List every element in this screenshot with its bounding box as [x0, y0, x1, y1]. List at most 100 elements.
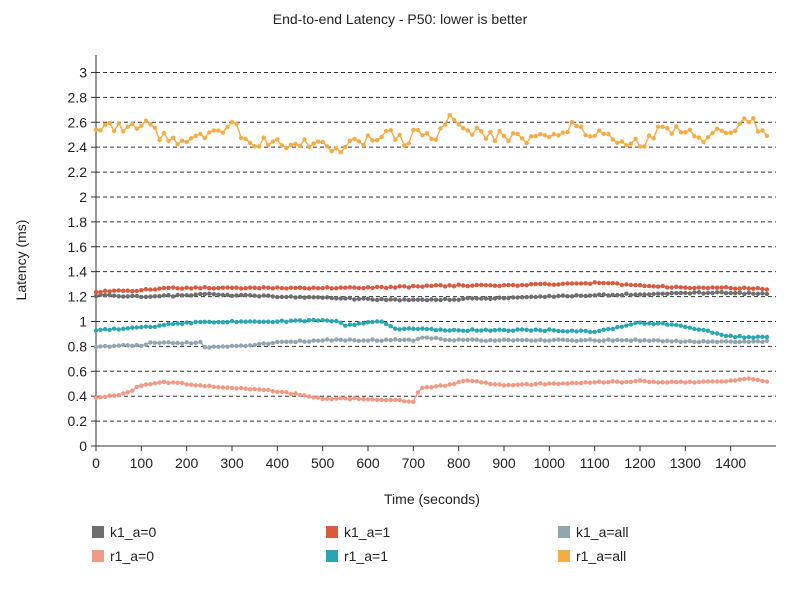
- data-point: [692, 339, 697, 344]
- data-point: [411, 297, 416, 302]
- data-point: [166, 138, 171, 144]
- data-point: [515, 131, 520, 137]
- data-point: [755, 339, 761, 344]
- data-point: [238, 343, 244, 348]
- data-point: [742, 335, 747, 340]
- data-point: [619, 139, 625, 144]
- data-point: [170, 321, 176, 327]
- data-point: [560, 281, 566, 286]
- data-point: [733, 286, 738, 291]
- legend-swatch: [92, 550, 104, 562]
- data-point: [674, 284, 679, 289]
- data-point: [719, 128, 724, 133]
- data-point: [116, 288, 121, 293]
- data-point: [633, 283, 638, 288]
- data-point: [302, 319, 307, 324]
- data-point: [193, 292, 198, 297]
- data-point: [98, 395, 103, 400]
- data-point: [674, 338, 679, 343]
- data-point: [746, 119, 751, 125]
- data-point: [234, 319, 239, 325]
- data-point: [569, 328, 575, 333]
- data-point: [284, 294, 289, 300]
- data-point: [329, 319, 334, 324]
- data-point: [692, 290, 697, 295]
- data-point: [266, 319, 271, 324]
- data-point: [424, 326, 430, 332]
- data-point: [615, 325, 620, 330]
- data-point: [234, 386, 239, 391]
- data-point: [270, 286, 275, 291]
- x-tick-label: 1000: [534, 455, 565, 471]
- data-point: [529, 382, 534, 388]
- data-point: [628, 379, 634, 384]
- data-point: [601, 292, 606, 297]
- series-r1_a=0: [93, 376, 770, 404]
- data-point: [515, 337, 520, 342]
- data-point: [320, 139, 325, 145]
- data-point: [393, 137, 398, 142]
- x-tick-label: 200: [175, 455, 199, 471]
- data-point: [619, 380, 625, 385]
- data-point: [606, 293, 611, 298]
- data-point: [578, 338, 584, 343]
- legend-item: k1_a=all: [558, 524, 629, 540]
- data-point: [674, 379, 679, 385]
- data-point: [352, 285, 357, 290]
- data-point: [406, 326, 411, 331]
- data-point: [270, 389, 275, 394]
- data-point: [497, 327, 502, 332]
- data-point: [411, 326, 416, 331]
- data-point: [198, 319, 203, 325]
- data-point: [492, 328, 498, 333]
- data-point: [710, 130, 715, 136]
- data-point: [728, 378, 733, 383]
- data-point: [225, 385, 230, 390]
- legend-label: k1_a=all: [576, 524, 629, 540]
- data-point: [474, 282, 479, 288]
- data-point: [451, 381, 457, 387]
- data-point: [519, 295, 525, 300]
- data-point: [447, 113, 452, 118]
- data-point: [315, 286, 321, 291]
- data-point: [488, 328, 493, 333]
- data-point: [714, 339, 720, 345]
- data-point: [465, 128, 470, 133]
- data-point: [646, 133, 652, 138]
- data-point: [393, 326, 398, 331]
- data-point: [102, 293, 108, 298]
- data-point: [284, 339, 289, 344]
- data-point: [374, 319, 380, 324]
- legend-swatch: [558, 550, 570, 562]
- data-point: [764, 287, 770, 292]
- data-point: [551, 132, 557, 137]
- data-point: [229, 318, 235, 324]
- data-point: [701, 379, 706, 384]
- data-point: [497, 295, 502, 300]
- data-point: [751, 339, 756, 344]
- data-point: [637, 378, 643, 383]
- data-point: [655, 284, 661, 289]
- data-point: [696, 327, 702, 332]
- data-point: [501, 383, 507, 388]
- data-point: [406, 297, 411, 303]
- data-point: [665, 338, 670, 343]
- data-point: [483, 296, 489, 301]
- data-point: [121, 129, 126, 134]
- data-point: [338, 285, 343, 290]
- data-point: [406, 285, 411, 290]
- data-point: [93, 289, 99, 295]
- data-point: [184, 320, 189, 325]
- data-point: [669, 131, 674, 136]
- data-point: [320, 396, 325, 402]
- data-point: [370, 319, 375, 325]
- data-point: [356, 321, 362, 326]
- data-point: [615, 140, 620, 145]
- data-point: [574, 281, 579, 286]
- data-point: [597, 338, 602, 343]
- data-point: [383, 285, 389, 291]
- data-point: [279, 294, 285, 300]
- data-point: [139, 383, 144, 388]
- data-point: [723, 130, 729, 136]
- data-point: [687, 325, 693, 330]
